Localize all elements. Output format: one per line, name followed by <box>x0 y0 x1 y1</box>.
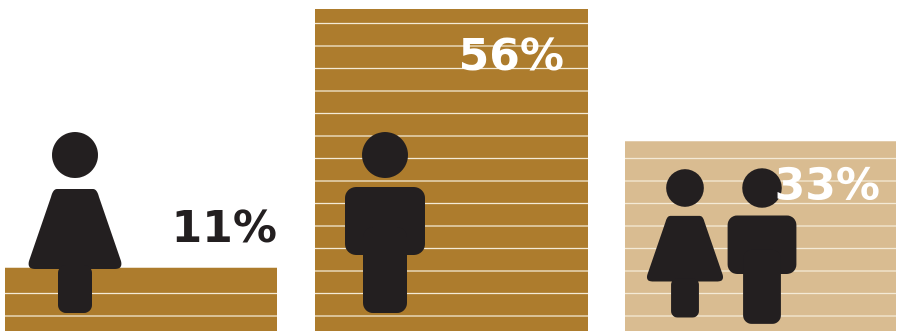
bar-male <box>315 9 588 331</box>
woman-legs <box>58 265 92 313</box>
man-head <box>362 132 408 178</box>
value-label-both: 33% <box>775 159 880 210</box>
woman-head <box>52 132 98 178</box>
value-label-female: 11% <box>172 202 277 253</box>
woman-and-man-icon <box>646 168 797 324</box>
woman-body <box>646 215 724 282</box>
man-legs <box>743 249 781 324</box>
man-icon <box>345 132 425 313</box>
bar-group-female <box>5 267 277 331</box>
woman-legs <box>671 278 699 318</box>
bar-group-male <box>315 9 588 331</box>
bar-female <box>5 267 277 331</box>
man-legs <box>363 227 407 313</box>
woman-head <box>666 169 704 207</box>
woman-icon <box>28 132 122 313</box>
woman-body <box>28 189 122 269</box>
value-label-male: 56% <box>459 30 564 81</box>
man-head <box>742 168 782 208</box>
